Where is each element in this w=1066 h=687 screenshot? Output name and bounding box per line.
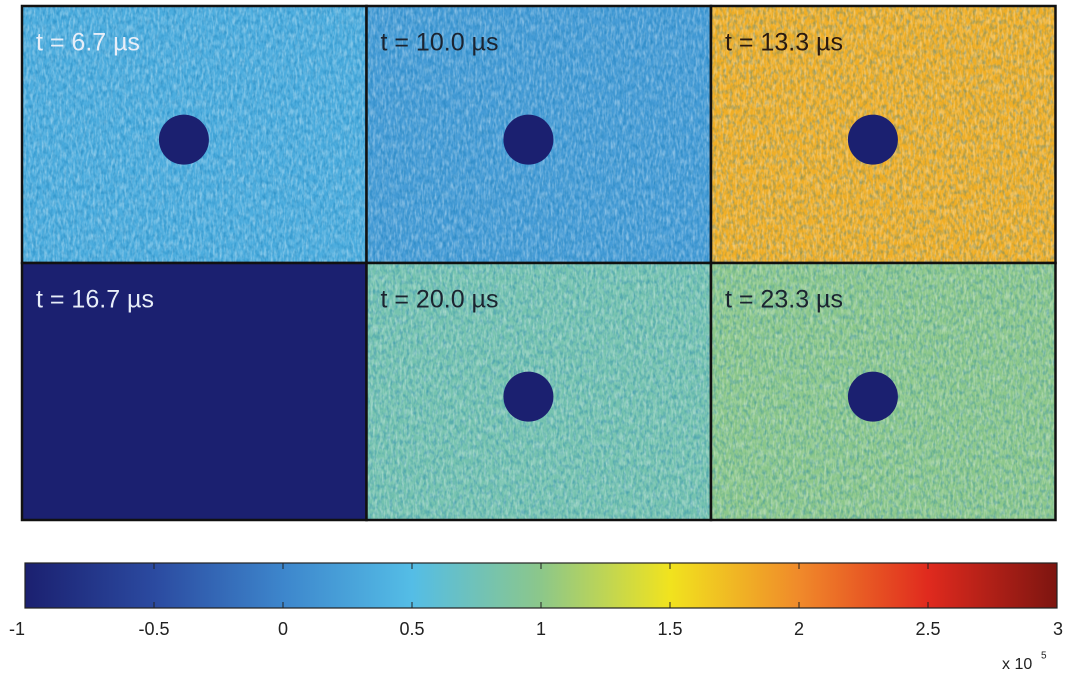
colorbar-multiplier: x 10 (1002, 656, 1032, 673)
panel-label: t = 20.0 µs (381, 286, 499, 314)
colorbar-tick-label: 0.5 (399, 619, 424, 639)
hole (847, 114, 898, 165)
hole (503, 371, 554, 422)
colorbar-scale (24, 562, 1058, 609)
panel: t = 23.3 µs (709, 261, 1057, 522)
hole (158, 114, 209, 165)
panel-label: t = 13.3 µs (725, 29, 843, 57)
colorbar-tick-label: 3 (1053, 619, 1063, 639)
panel-label: t = 6.7 µs (36, 29, 140, 57)
hole (847, 371, 898, 422)
panel: t = 6.7 µs (20, 4, 368, 265)
hole (503, 114, 554, 165)
panel: t = 16.7 µs (20, 261, 368, 522)
colorbar: -1 -0.5 0 0.5 1 1.5 2 2.5 3 (9, 562, 1063, 639)
colorbar-tick-label: 1 (536, 619, 546, 639)
colorbar-tick-label: 2 (794, 619, 804, 639)
panel-label: t = 23.3 µs (725, 286, 843, 314)
panel-frame (709, 261, 1057, 522)
panels: t = 6.7 µs t = 10.0 µs t = 13.3 µs t = 16.7… (20, 4, 1057, 522)
panel: t = 20.0 µs (365, 261, 713, 522)
panel-label: t = 16.7 µs (36, 286, 154, 314)
colorbar-tick-label: -1 (9, 619, 25, 639)
colorbar-tick-label: 2.5 (915, 619, 940, 639)
panel-label: t = 10.0 µs (381, 29, 499, 57)
colorbar-exponent: 5 (1041, 651, 1047, 662)
colorbar-tick-label: 1.5 (657, 619, 682, 639)
panel: t = 13.3 µs (709, 4, 1057, 265)
panel: t = 10.0 µs (365, 4, 713, 265)
panel-field (22, 263, 367, 520)
colorbar-tick-label: 0 (278, 619, 288, 639)
colorbar-tick-label: -0.5 (138, 619, 169, 639)
